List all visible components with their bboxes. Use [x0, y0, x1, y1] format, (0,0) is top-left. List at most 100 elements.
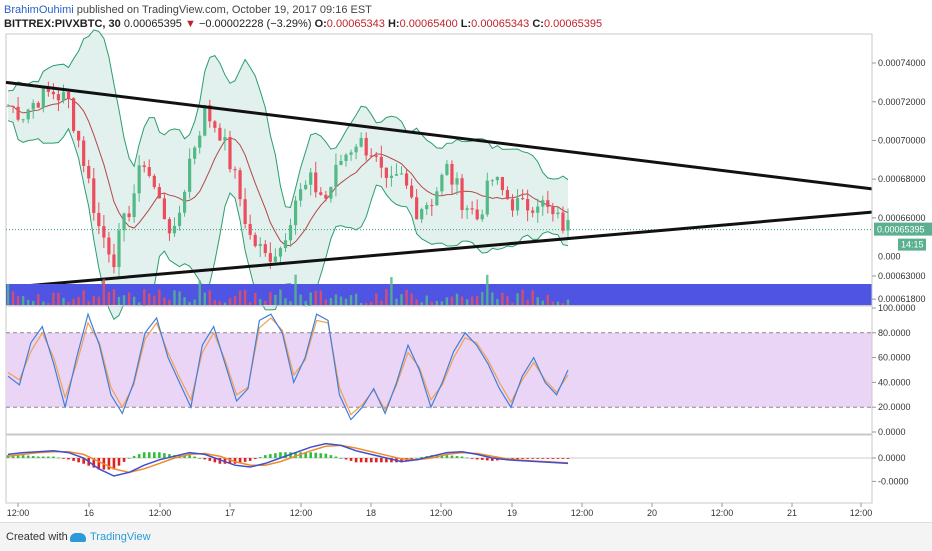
price-tick-label: 0.00063000	[878, 271, 926, 281]
stochastic-pane[interactable]	[5, 305, 873, 435]
countdown-label: 14:15	[901, 240, 924, 250]
candle-body	[182, 191, 187, 213]
volume-bar	[506, 296, 509, 305]
volume-bar	[334, 294, 338, 305]
macd-histogram-bar	[344, 458, 348, 460]
volume-bar	[546, 294, 550, 305]
macd-histogram-bar	[31, 456, 35, 458]
macd-histogram-bar	[11, 455, 15, 458]
candle-body	[218, 127, 222, 141]
candle-body	[369, 155, 373, 157]
volume-bar	[92, 296, 95, 305]
macd-histogram-bar	[42, 456, 45, 458]
macd-histogram-bar	[279, 452, 282, 458]
macd-histogram-bar	[385, 458, 388, 463]
volume-bar	[314, 290, 317, 305]
candle-body	[299, 189, 303, 201]
macd-histogram-bar	[122, 458, 126, 462]
candle-body	[490, 180, 494, 182]
volume-bar	[556, 301, 560, 305]
macd-histogram-bar	[334, 456, 338, 458]
candle-body	[410, 185, 414, 198]
macd-histogram-bar	[158, 452, 161, 458]
chart-header: BrahimOuhimi published on TradingView.co…	[0, 0, 932, 32]
macd-histogram-bar	[561, 458, 565, 459]
tradingview-brand: TradingView	[90, 531, 151, 543]
volume-bar	[178, 291, 181, 305]
candle-body	[399, 173, 404, 175]
macd-histogram-bar	[112, 458, 116, 470]
candle-body	[404, 173, 409, 186]
volume-bar	[541, 300, 544, 305]
macd-pane[interactable]	[5, 434, 873, 504]
price-pane[interactable]	[5, 29, 873, 320]
macd-histogram-bar	[329, 455, 333, 458]
volume-bar	[112, 289, 116, 305]
volume-bar	[364, 302, 368, 305]
volume-bar	[349, 295, 353, 305]
volume-bar	[143, 289, 146, 305]
macd-histogram-bar	[536, 458, 540, 459]
candle-body	[172, 225, 177, 234]
trading-chart[interactable]: 0.00074000 0.00072000 0.00070000 0.00068000…	[0, 0, 932, 522]
volume-band-fill	[6, 284, 872, 305]
candle-body	[278, 248, 283, 257]
macd-histogram-bar	[475, 458, 479, 460]
volume-bar	[385, 289, 388, 305]
volume-bar	[208, 290, 212, 305]
candle-body	[162, 198, 166, 220]
volume-bar	[193, 299, 196, 305]
volume-bar	[148, 293, 151, 305]
macd-histogram-bar	[420, 457, 423, 458]
author-link[interactable]: BrahimOuhimi	[4, 4, 74, 16]
macd-histogram-bar	[324, 453, 328, 458]
macd-histogram-bar	[188, 455, 191, 458]
candle-body	[71, 98, 76, 131]
price-tick-label: 0.000	[878, 252, 901, 262]
macd-histogram-bar	[400, 458, 403, 463]
volume-band	[6, 274, 872, 305]
open-value: 0.00065343	[326, 18, 385, 30]
price-change: −0.00002228 (−3.29%)	[198, 18, 312, 30]
macd-histogram-bar	[198, 458, 202, 459]
volume-bar	[72, 298, 75, 305]
candle-body	[293, 200, 298, 226]
volume-bar	[359, 302, 363, 305]
price-axis[interactable]: 0.00074000 0.00072000 0.00070000 0.00068000…	[871, 34, 932, 503]
candle-body	[157, 187, 161, 199]
volume-bar	[450, 296, 454, 305]
time-tick-label: 12:00	[850, 508, 873, 518]
candle-body	[520, 198, 525, 200]
candle-body	[566, 219, 570, 231]
volume-bar	[57, 292, 60, 305]
candle-body	[475, 209, 479, 220]
candle-body	[6, 105, 10, 107]
tradingview-cloud-icon	[70, 532, 86, 542]
volume-bar	[52, 292, 55, 305]
macd-histogram-bar	[238, 458, 242, 463]
tradingview-logo[interactable]: TradingView	[70, 531, 151, 543]
volume-bar	[254, 292, 257, 305]
macd-histogram-bar	[21, 455, 25, 458]
volume-bar	[67, 301, 70, 305]
macd-histogram-bar	[153, 452, 156, 458]
time-tick-label: 19	[507, 508, 517, 518]
macd-histogram-bar	[304, 452, 307, 458]
candle-body	[551, 206, 555, 215]
price-tick-label: 0.00066000	[878, 213, 926, 223]
volume-bar	[274, 294, 277, 305]
macd-histogram-bar	[72, 458, 75, 461]
volume-bar	[380, 300, 383, 305]
volume-bar	[228, 298, 232, 305]
symbol-label[interactable]: BITTREX:PIVXBTC, 30	[4, 18, 121, 30]
time-axis[interactable]: 12:00 16 12:00 17 12:00 18 12:00 19 12:00 20 12:00…	[6, 502, 873, 518]
candle-body	[384, 167, 388, 178]
volume-bar	[511, 302, 514, 305]
volume-bar	[304, 301, 307, 305]
time-tick-label: 17	[225, 508, 235, 518]
volume-bar	[420, 302, 423, 305]
high-label: H:	[387, 18, 400, 30]
candle-body	[213, 121, 217, 128]
volume-bar	[491, 292, 494, 305]
macd-histogram-bar	[284, 452, 287, 458]
